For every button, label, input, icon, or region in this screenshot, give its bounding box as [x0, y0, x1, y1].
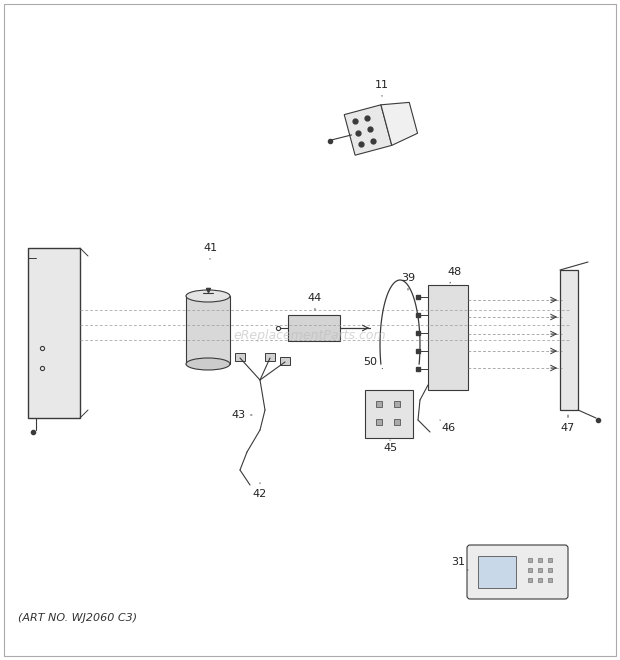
- Ellipse shape: [186, 290, 230, 302]
- Bar: [365, 390, 413, 438]
- Text: 43: 43: [231, 410, 252, 420]
- Text: 42: 42: [253, 482, 267, 499]
- Bar: [478, 556, 516, 588]
- Text: 46: 46: [440, 420, 455, 433]
- Text: 39: 39: [401, 273, 415, 290]
- Bar: [560, 270, 578, 410]
- Bar: [280, 357, 290, 365]
- Text: eReplacementParts.com: eReplacementParts.com: [234, 329, 386, 341]
- Ellipse shape: [186, 358, 230, 370]
- Polygon shape: [381, 102, 417, 145]
- Bar: [288, 315, 340, 341]
- Text: 48: 48: [448, 267, 462, 283]
- Bar: [186, 296, 230, 364]
- Text: 44: 44: [308, 293, 322, 310]
- FancyBboxPatch shape: [467, 545, 568, 599]
- Bar: [265, 353, 275, 361]
- Text: 47: 47: [561, 415, 575, 433]
- Bar: [344, 105, 392, 155]
- Bar: [428, 285, 468, 390]
- Text: 11: 11: [375, 80, 389, 96]
- Text: 45: 45: [383, 440, 397, 453]
- Text: 31: 31: [451, 557, 468, 570]
- Text: 50: 50: [363, 357, 383, 369]
- Text: 41: 41: [203, 243, 217, 259]
- Bar: [235, 353, 245, 361]
- Bar: [28, 248, 80, 418]
- Text: (ART NO. WJ2060 C3): (ART NO. WJ2060 C3): [18, 613, 137, 623]
